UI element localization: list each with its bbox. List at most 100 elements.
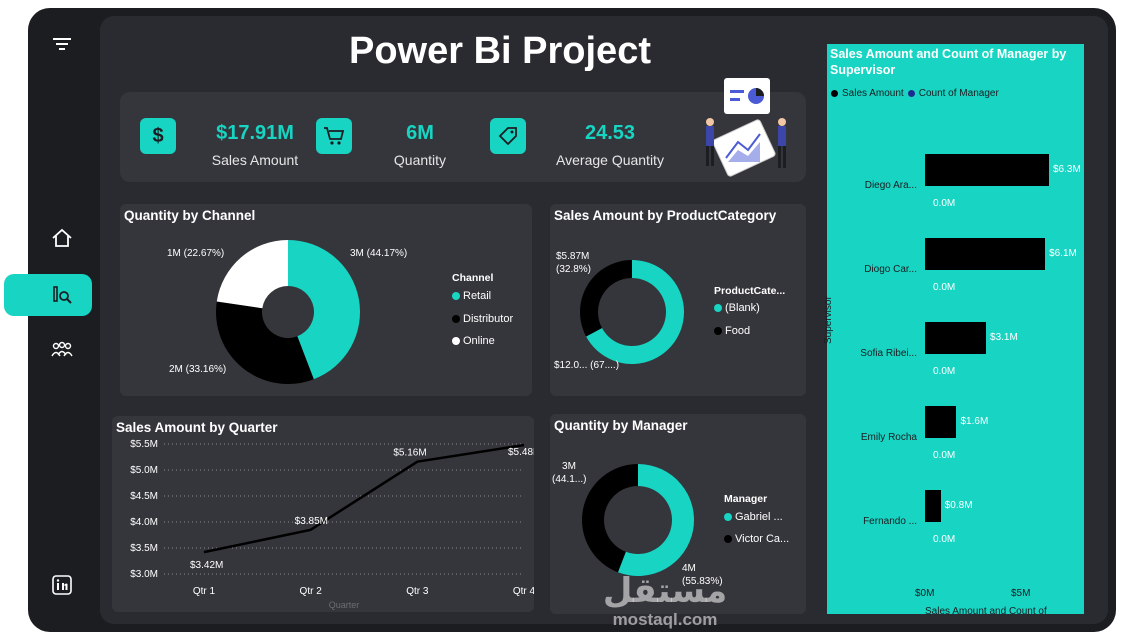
report-canvas: Power Bi Project $ $17.91M Sales Amount …: [100, 16, 1108, 629]
sales-amount-bar[interactable]: [925, 238, 1046, 270]
y-tick-label: $5.5M: [130, 439, 158, 450]
quarter-line-chart[interactable]: $5.5M $5.0M $4.5M $4.0M $3.5M $3.0M $3.42M Qtr …: [112, 434, 534, 612]
slice--blank[interactable]: [586, 260, 684, 364]
slice-food[interactable]: [580, 260, 632, 337]
data-label: $5.16M: [393, 448, 426, 459]
count-label: 0.0M: [933, 282, 956, 293]
category-legend-title: ProductCate...: [714, 285, 786, 297]
legend-label: Online: [463, 335, 495, 347]
legend-dot: [831, 90, 838, 97]
linkedin-icon[interactable]: [50, 573, 74, 597]
slice-retail[interactable]: [288, 240, 360, 380]
sales-amount-bar[interactable]: [925, 490, 941, 522]
kpi-avg-value: 24.53: [584, 122, 636, 144]
dollar-icon: $: [140, 118, 176, 154]
slice-online[interactable]: [216, 240, 288, 309]
legend-label: (Blank): [725, 302, 760, 314]
category-label: Diego Ara...: [864, 180, 917, 191]
supervisor-x-axis-label: Sales Amount and Count of: [925, 606, 1047, 617]
legend-label: Retail: [463, 290, 492, 302]
data-label: $6.1M: [1049, 248, 1077, 259]
report-icon[interactable]: [50, 283, 74, 307]
y-tick-label: $3.5M: [130, 543, 158, 554]
manager-label-victor: 3M (44.1...): [552, 461, 587, 485]
category-label: Fernando ...: [863, 516, 917, 527]
count-label: 0.0M: [933, 198, 956, 209]
slice-victor-ca[interactable]: [582, 464, 638, 573]
channel-chart-title: Quantity by Channel: [124, 208, 256, 223]
legend-dot: [724, 535, 732, 543]
home-icon[interactable]: [50, 226, 74, 250]
legend-dot: [452, 315, 460, 323]
watermark-arabic: مستقل: [602, 572, 728, 610]
category-donut[interactable]: [580, 260, 684, 364]
kpi-quantity-value: 6M: [406, 122, 434, 144]
quarter-chart-panel: Sales Amount by Quarter $5.5M $5.0M $4.5M $…: [112, 416, 534, 612]
supervisor-legend: Sales Amount Count of Manager: [831, 88, 999, 99]
y-tick-label: $4.5M: [130, 491, 158, 502]
manager-donut[interactable]: [582, 464, 694, 576]
legend-item-retail[interactable]: Retail: [452, 290, 491, 302]
x-tick-label: Qtr 3: [406, 586, 429, 597]
legend-dot: [724, 513, 732, 521]
category-label-food: $5.87M (32.8%): [556, 251, 592, 275]
count-label: 0.0M: [933, 450, 956, 461]
y-tick-label: $5.0M: [130, 465, 158, 476]
y-tick-label: $4.0M: [130, 517, 158, 528]
legend-item-blank[interactable]: (Blank): [714, 302, 760, 314]
channel-label-retail: 3M (44.17%): [350, 248, 408, 259]
channel-chart-panel: Quantity by Channel 1M (22.67%) 3M (44.1…: [120, 204, 532, 396]
data-label: $6.3M: [1053, 164, 1081, 175]
category-label-blank: $12.0... (67....): [554, 360, 620, 371]
data-label: $5.48M: [508, 447, 534, 458]
legend-item-food[interactable]: Food: [714, 325, 750, 337]
legend-item-gabriel[interactable]: Gabriel ...: [724, 511, 783, 523]
data-label: $0.8M: [944, 500, 973, 511]
supervisor-chart-title: Sales Amount and Count of Manager by Sup…: [830, 47, 1067, 77]
kpi-sales-value: $17.91M: [216, 122, 294, 144]
slice-gabriel[interactable]: [617, 464, 694, 576]
series-line[interactable]: [203, 443, 525, 554]
sales-amount-bar[interactable]: [925, 322, 987, 354]
cart-icon: [316, 118, 352, 154]
legend-dot: [452, 337, 460, 345]
sales-amount-bar[interactable]: [925, 406, 957, 438]
sidebar-item-report[interactable]: [4, 274, 92, 316]
channel-label-distributor: 2M (33.16%): [169, 364, 227, 375]
watermark-latin: mostaql.com: [612, 610, 718, 629]
legend-item-distributor[interactable]: Distributor: [452, 313, 513, 325]
people-icon[interactable]: [50, 338, 74, 362]
data-label: $1.6M: [960, 416, 989, 427]
sidebar: [4, 8, 100, 632]
category-chart-panel: Sales Amount by ProductCategory $5.87M (…: [550, 204, 806, 396]
supervisor-axis-label: Supervisor: [823, 296, 834, 344]
x-tick-0: $0M: [915, 588, 935, 599]
x-tick-label: Qtr 2: [300, 586, 323, 597]
x-tick-label: Qtr 4: [513, 586, 534, 597]
analytics-illustration: [706, 78, 786, 177]
channel-label-online: 1M (22.67%): [167, 248, 225, 259]
legend-label: Gabriel ...: [735, 511, 783, 523]
legend-label-sales-amount[interactable]: Sales Amount: [842, 88, 904, 99]
manager-chart-panel: Quantity by Manager 3M (44.1...) 4M (55.…: [550, 414, 806, 614]
legend-label-count-of-manager[interactable]: Count of Manager: [918, 88, 999, 99]
kpi-sales-label: Sales Amount: [211, 152, 299, 168]
kpi-quantity-label: Quantity: [393, 152, 447, 168]
legend-item-online[interactable]: Online: [452, 335, 495, 347]
data-label: $3.1M: [990, 332, 1018, 343]
y-tick-label: $3.0M: [130, 569, 158, 580]
manager-legend-title: Manager: [724, 493, 768, 505]
legend-item-victor[interactable]: Victor Ca...: [724, 533, 789, 545]
legend-dot: [452, 292, 460, 300]
supervisor-chart-panel: Sales Amount and Count of Manager by Sup…: [823, 44, 1084, 617]
data-label: $3.42M: [190, 560, 223, 571]
slice-distributor[interactable]: [216, 301, 314, 384]
channel-donut[interactable]: [216, 240, 360, 384]
kpi-avg-label: Average Quantity: [556, 152, 664, 168]
filter-icon[interactable]: [50, 32, 74, 56]
page-title: Power Bi Project: [349, 30, 651, 72]
count-label: 0.0M: [933, 534, 956, 545]
sales-amount-bar[interactable]: [925, 154, 1049, 186]
channel-legend-title: Channel: [452, 272, 494, 284]
x-axis-label: Quarter: [329, 600, 360, 610]
